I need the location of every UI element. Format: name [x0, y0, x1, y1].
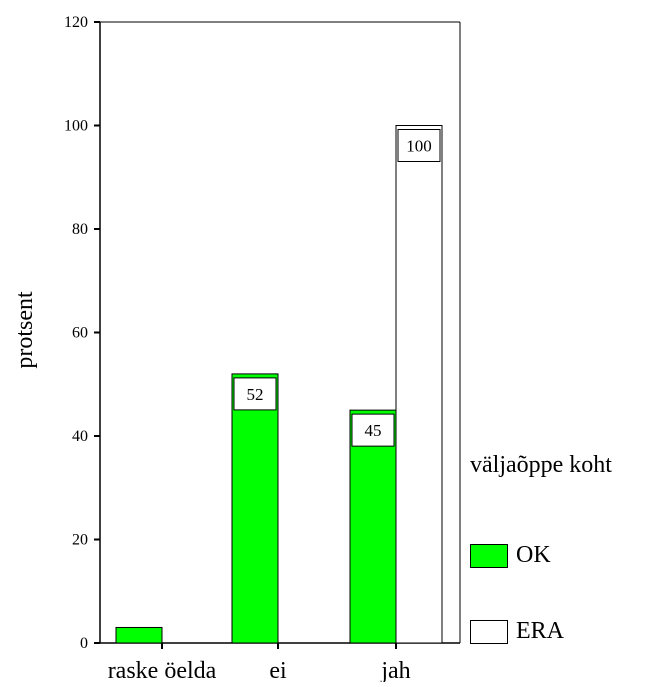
y-tick-label: 120 — [64, 14, 88, 31]
bar-ok — [231, 373, 279, 644]
bar-ok — [115, 626, 163, 644]
legend-swatch-era — [470, 619, 508, 644]
legend: väljaõppe koht OK ERA — [470, 452, 655, 644]
data-label-box — [397, 129, 441, 162]
legend-label-era: ERA — [516, 618, 564, 644]
data-label-box — [351, 413, 395, 447]
data-label: 45 — [365, 421, 382, 440]
data-label: 52 — [247, 385, 264, 404]
x-tick-label: ei — [269, 658, 287, 682]
y-tick-label: 60 — [72, 325, 88, 342]
data-label: 100 — [406, 137, 432, 156]
y-tick-label: 80 — [72, 221, 88, 238]
y-tick-label: 20 — [72, 532, 88, 549]
x-tick-label: jah — [380, 658, 410, 682]
bar-era — [395, 125, 443, 644]
legend-label-ok: OK — [516, 542, 551, 568]
legend-item-ok: OK — [470, 542, 551, 569]
legend-swatch-ok — [470, 543, 508, 568]
legend-item-era: ERA — [470, 618, 564, 645]
legend-title: väljaõppe koht — [470, 452, 612, 478]
y-axis-title: protsent — [12, 291, 38, 369]
y-tick-label: 0 — [80, 635, 88, 652]
x-tick-label: raske öelda — [108, 658, 217, 682]
data-label-box — [233, 377, 277, 411]
y-tick-label: 40 — [72, 428, 88, 445]
y-tick-label: 100 — [64, 118, 88, 135]
